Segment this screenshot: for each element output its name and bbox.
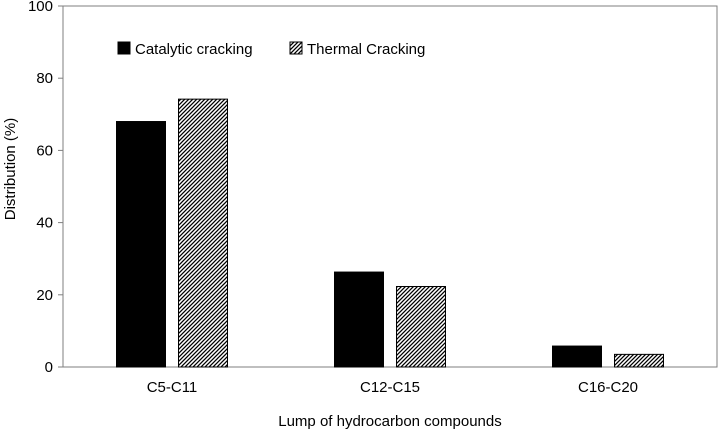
y-axis-title: Distribution (%) bbox=[2, 118, 19, 221]
x-axis-title: Lump of hydrocarbon compounds bbox=[278, 413, 501, 429]
y-tick-label: 40 bbox=[36, 215, 53, 232]
y-tick-label: 0 bbox=[45, 359, 53, 376]
x-tick-label: C12-C15 bbox=[360, 379, 420, 396]
x-tick-label: C16-C20 bbox=[578, 379, 638, 396]
legend-swatch-thermal-cracking bbox=[289, 41, 303, 55]
bar-catalytic-cracking-c16-c20 bbox=[552, 345, 602, 368]
bar-thermal-cracking-c12-c15 bbox=[396, 285, 446, 368]
bar-thermal-cracking-c16-c20 bbox=[614, 353, 664, 368]
x-axis-ticks: C5-C11 C12-C15 C16-C20 bbox=[147, 379, 638, 396]
y-tick-label: 20 bbox=[36, 287, 53, 304]
plot-area bbox=[62, 5, 718, 368]
bars bbox=[116, 98, 664, 368]
legend-label-thermal-cracking: Thermal Cracking bbox=[307, 41, 425, 58]
y-axis-ticks: 0 20 40 60 80 100 bbox=[28, 0, 63, 376]
legend-label-catalytic-cracking: Catalytic cracking bbox=[135, 41, 253, 58]
bar-catalytic-cracking-c5-c11 bbox=[116, 121, 166, 368]
bar-thermal-cracking-c5-c11 bbox=[178, 98, 228, 368]
y-tick-label: 60 bbox=[36, 142, 53, 159]
x-tick-label: C5-C11 bbox=[147, 379, 198, 396]
y-tick-label: 100 bbox=[28, 0, 53, 15]
legend-swatch-catalytic-cracking bbox=[117, 41, 131, 55]
plot-frame bbox=[62, 5, 718, 368]
y-tick-label: 80 bbox=[36, 70, 53, 87]
legend: Catalytic cracking Thermal Cracking bbox=[117, 41, 425, 58]
bar-catalytic-cracking-c12-c15 bbox=[334, 271, 384, 368]
